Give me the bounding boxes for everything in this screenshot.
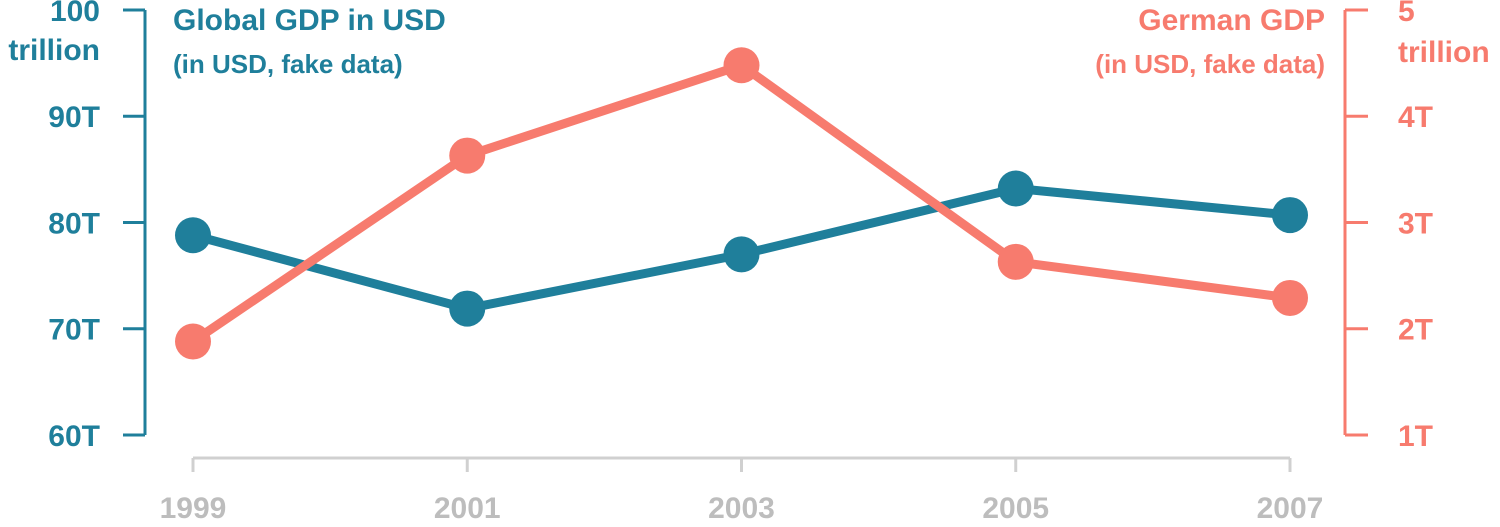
y2-title: German GDP — [1138, 4, 1325, 37]
data-point — [997, 243, 1034, 280]
y-tick-label: 60T — [48, 420, 100, 453]
data-point — [1272, 197, 1308, 234]
y2-tick-label: 4T — [1398, 101, 1433, 134]
x-tick-label: 2005 — [982, 492, 1049, 525]
y2-tick-label: 1T — [1398, 420, 1433, 453]
data-point — [723, 236, 760, 273]
y-tick-label: 100 — [50, 0, 100, 28]
y2-tick-label: 2T — [1398, 314, 1433, 347]
x-tick-label: 2003 — [708, 492, 775, 525]
y-tick-label: 80T — [48, 207, 100, 240]
y2-subtitle: (in USD, fake data) — [1095, 49, 1325, 79]
data-point — [997, 170, 1034, 207]
x-tick-label: 1999 — [160, 492, 227, 525]
y-unit: trillion — [8, 34, 100, 67]
x-tick-label: 2001 — [434, 492, 501, 525]
data-point — [175, 217, 211, 254]
y2-unit: trillion — [1398, 36, 1490, 69]
data-point — [449, 137, 486, 174]
y2-tick-label: 5 — [1398, 0, 1415, 28]
data-point — [1272, 279, 1308, 316]
x-tick-label: 2007 — [1257, 492, 1324, 525]
data-point — [449, 290, 486, 327]
y-subtitle: (in USD, fake data) — [173, 49, 403, 79]
data-point — [723, 47, 760, 84]
y-tick-label: 90T — [48, 101, 100, 134]
y2-tick-label: 3T — [1398, 207, 1433, 240]
y-title: Global GDP in USD — [173, 4, 446, 37]
y-tick-label: 70T — [48, 314, 100, 347]
data-point — [175, 323, 211, 360]
